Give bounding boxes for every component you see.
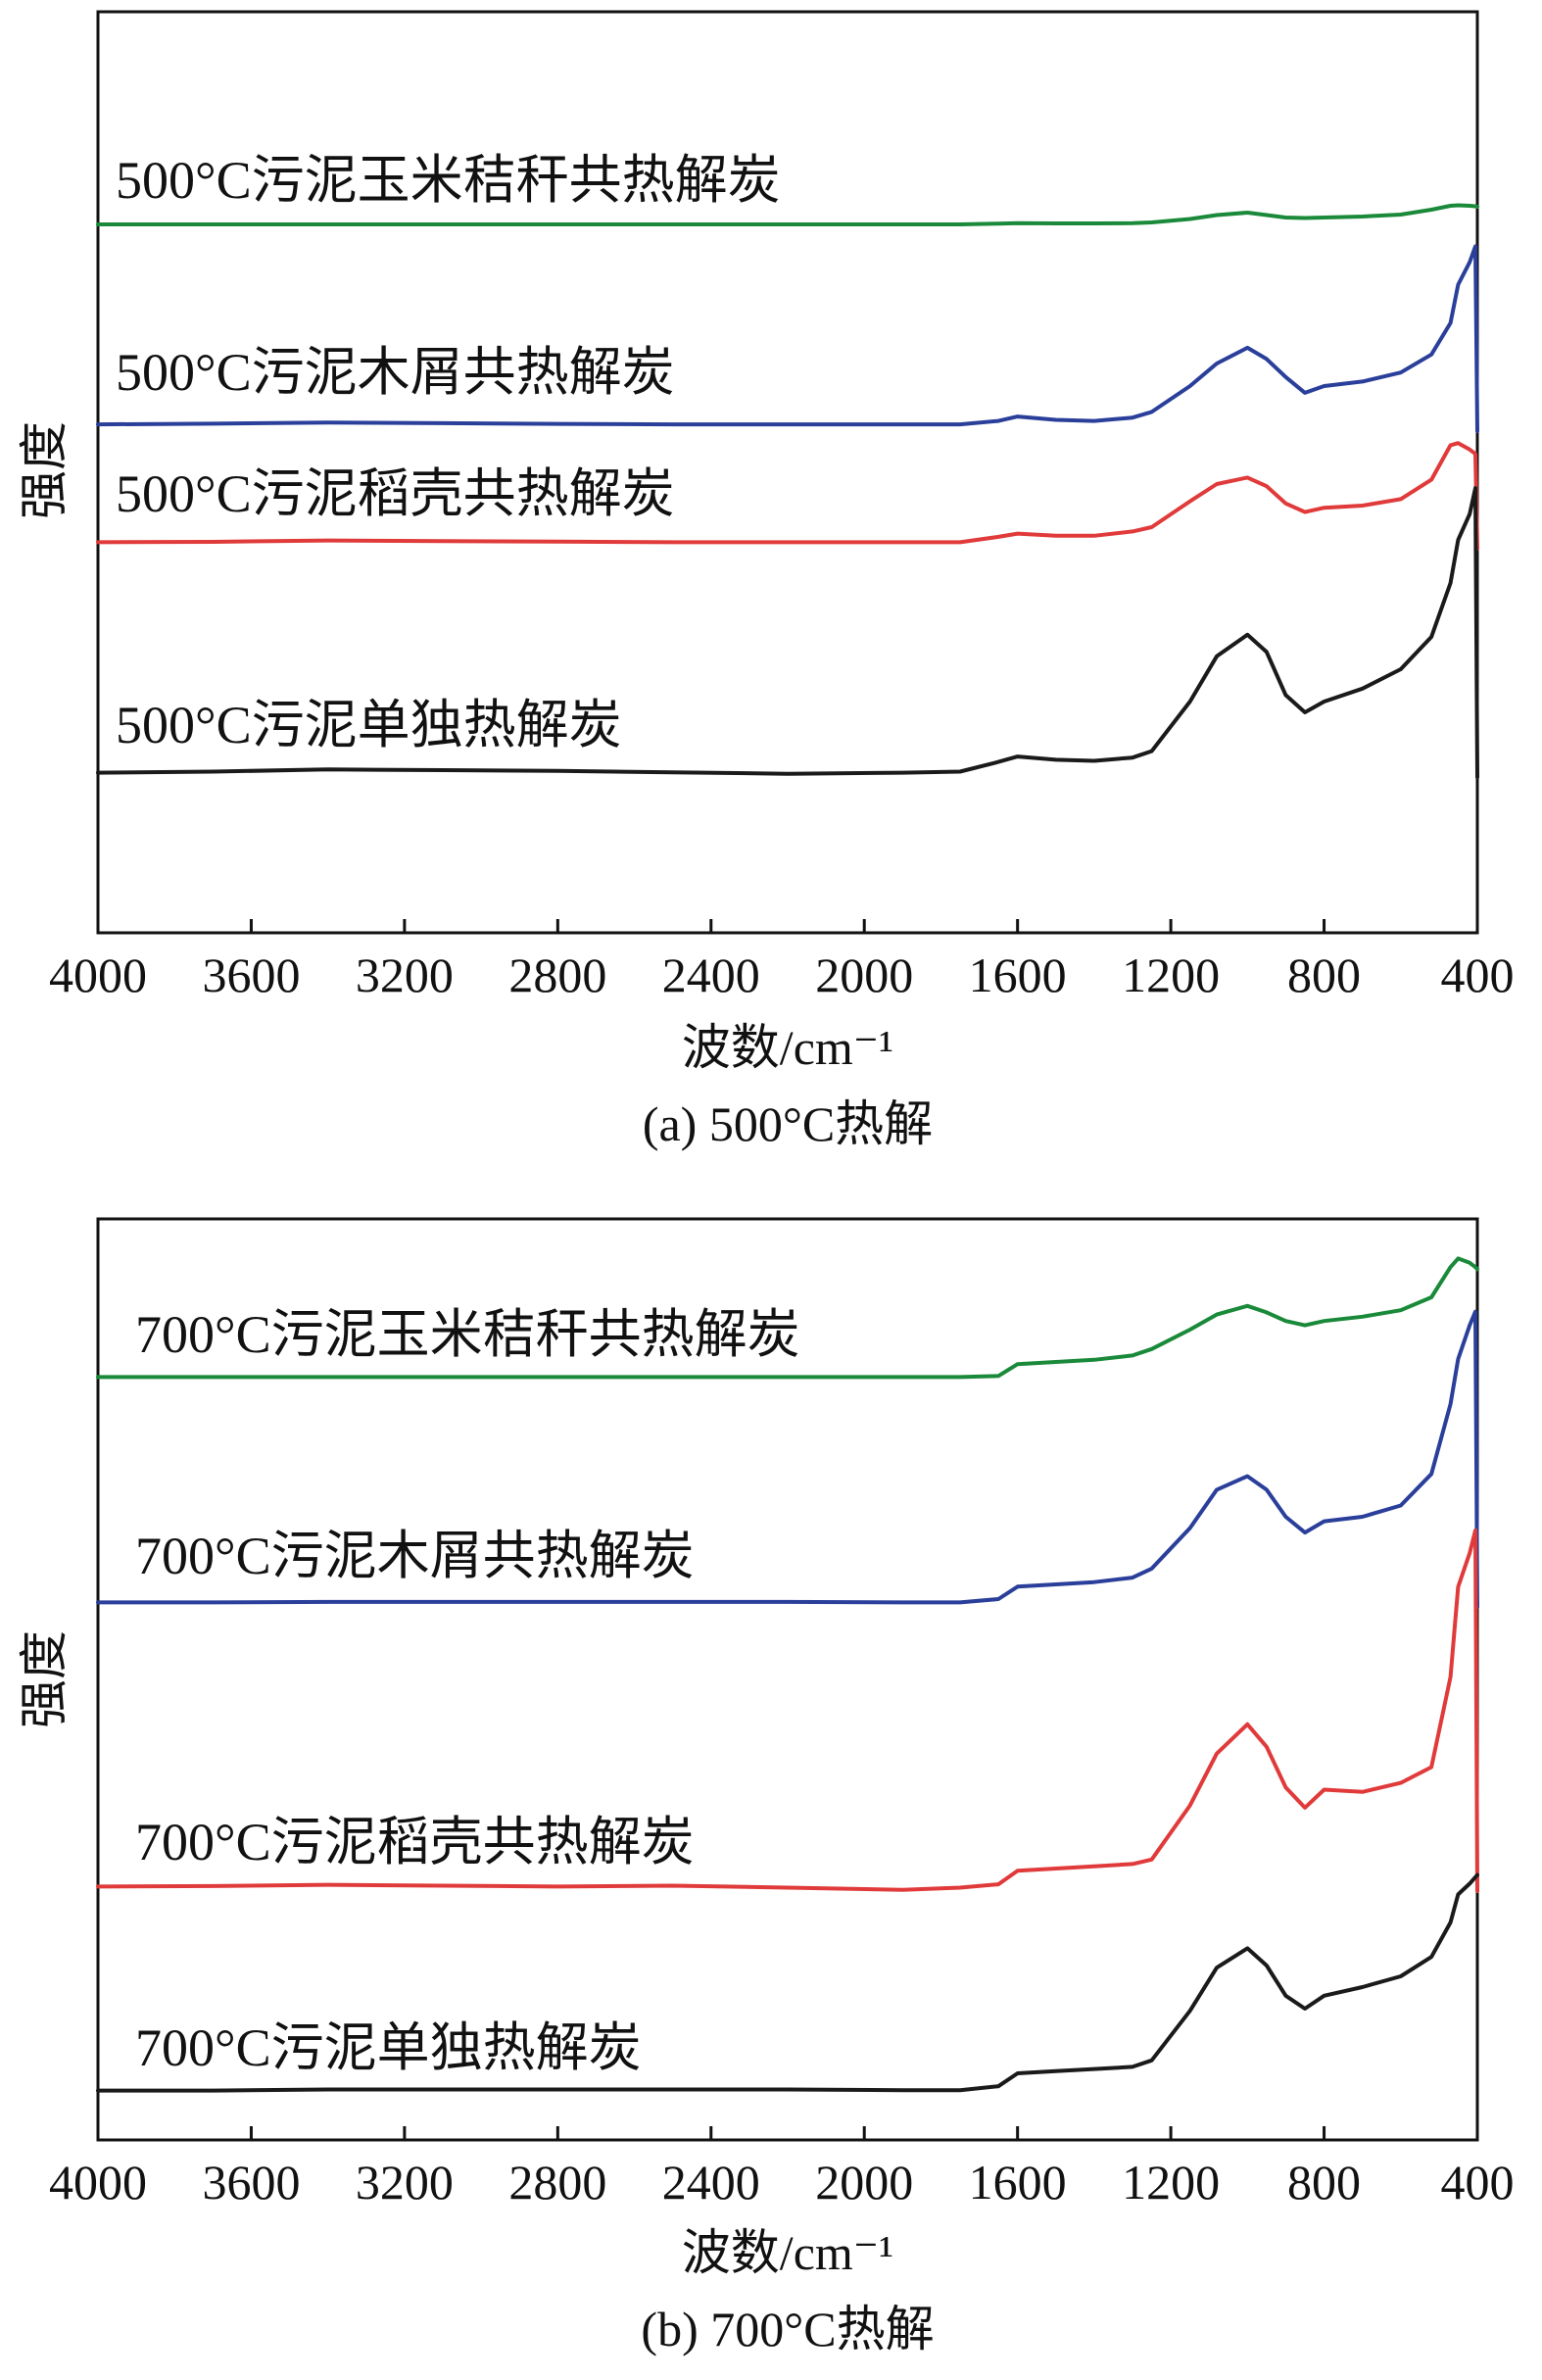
panel-a-x-tick-label-1600: 1600 — [969, 947, 1067, 1002]
panel-a-label-green: 500°C污泥玉米秸秆共热解炭 — [116, 151, 781, 210]
panel-b-x-tick-label-2800: 2800 — [508, 2155, 606, 2210]
panel-b-label-green: 700°C污泥玉米秸秆共热解炭 — [135, 1305, 800, 1364]
panel-b-series-lines — [96, 1256, 1479, 2093]
panel-b-x-tick-label-3200: 3200 — [356, 2155, 454, 2210]
panel-a-x-tick-label-3600: 3600 — [202, 947, 300, 1002]
panel-b-label-blue: 700°C污泥木屑共热解炭 — [135, 1527, 695, 1585]
panel-b-caption: (b) 700°C热解 — [641, 2302, 934, 2356]
panel-b-x-tick-label-2000: 2000 — [815, 2155, 913, 2210]
panel-b-x-tick-label-1600: 1600 — [969, 2155, 1067, 2210]
panel-a-x-tick-label-400: 400 — [1441, 947, 1515, 1002]
panel-b-series-blue — [96, 1309, 1479, 1609]
panel-a-x-tick-label-2000: 2000 — [815, 947, 913, 1002]
panel-a: 4000 3600 3200 2800 2400 2000 1600 1200 800 400 5… — [17, 10, 1515, 1151]
panel-a-x-tick-label-2800: 2800 — [508, 947, 606, 1002]
panel-b-series-red — [96, 1529, 1479, 1893]
panel-a-x-tick-label-2400: 2400 — [662, 947, 760, 1002]
panel-b-series-black — [96, 1872, 1479, 2093]
panel-b-series-green — [96, 1256, 1479, 1380]
panel-b-x-tick-label-800: 800 — [1287, 2155, 1361, 2210]
panel-a-label-blue: 500°C污泥木屑共热解炭 — [116, 343, 675, 402]
panel-a-label-black: 500°C污泥单独热解炭 — [116, 696, 622, 754]
panel-a-x-tick-label-1200: 1200 — [1122, 947, 1220, 1002]
panel-a-series-lines — [96, 203, 1479, 779]
panel-a-x-tick-label-800: 800 — [1287, 947, 1361, 1002]
panel-a-series-blue — [96, 244, 1479, 433]
panel-a-x-tick-label-3200: 3200 — [356, 947, 454, 1002]
panel-a-series-green — [96, 203, 1479, 226]
panel-a-x-tick-label-4000: 4000 — [49, 947, 147, 1002]
panel-b-x-axis-label: 波数/cm⁻¹ — [682, 2225, 893, 2280]
panel-b-label-black: 700°C污泥单独热解炭 — [135, 2018, 642, 2077]
panel-b-x-ticks: 4000 3600 3200 2800 2400 2000 1600 1200 800 400 — [49, 2126, 1515, 2210]
panel-b-y-axis-label: 强度 — [17, 1630, 72, 1728]
panel-a-series-black — [96, 486, 1479, 779]
panel-a-caption: (a) 500°C热解 — [643, 1096, 933, 1151]
panel-a-label-red: 500°C污泥稻壳共热解炭 — [116, 464, 675, 523]
panel-b-label-red: 700°C污泥稻壳共热解炭 — [135, 1813, 695, 1871]
panel-a-series-red — [96, 441, 1479, 551]
panel-b-x-tick-label-2400: 2400 — [662, 2155, 760, 2210]
panel-a-x-ticks: 4000 3600 3200 2800 2400 2000 1600 1200 800 400 — [49, 919, 1515, 1002]
panel-b-x-tick-label-1200: 1200 — [1122, 2155, 1220, 2210]
panel-b-x-tick-label-3600: 3600 — [202, 2155, 300, 2210]
panel-a-x-axis-label: 波数/cm⁻¹ — [682, 1020, 893, 1075]
panel-a-y-axis-label: 强度 — [17, 421, 72, 519]
panel-b: 4000 3600 3200 2800 2400 2000 1600 1200 800 400 7… — [17, 1217, 1515, 2356]
panel-b-x-tick-label-400: 400 — [1441, 2155, 1515, 2210]
panel-b-x-tick-label-4000: 4000 — [49, 2155, 147, 2210]
